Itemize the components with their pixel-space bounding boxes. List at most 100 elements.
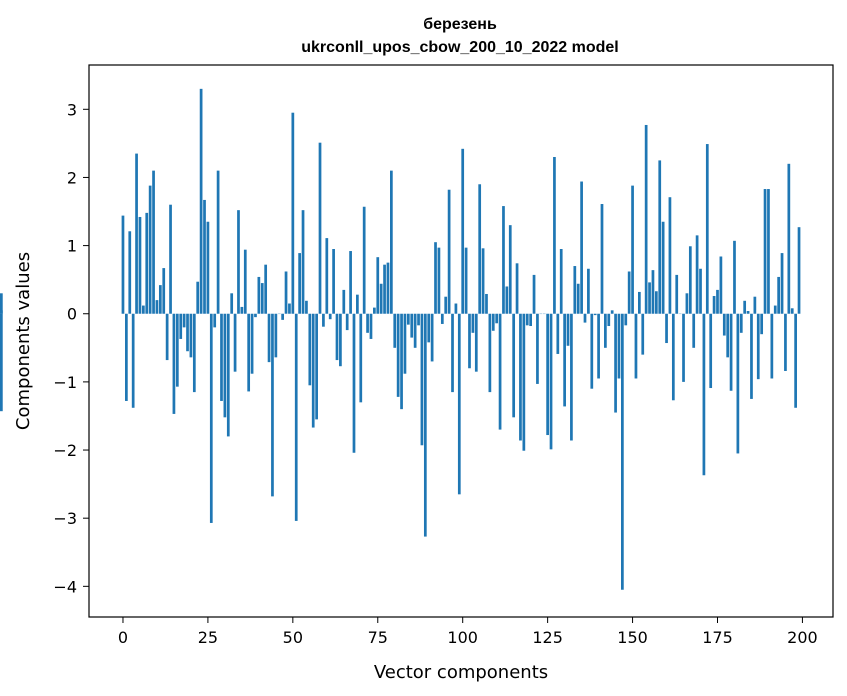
bar bbox=[318, 142, 322, 314]
bar bbox=[468, 313, 471, 369]
bar bbox=[199, 88, 203, 314]
bar bbox=[587, 268, 590, 314]
bar bbox=[386, 262, 390, 314]
bar bbox=[787, 163, 791, 314]
bar bbox=[250, 313, 254, 374]
bar bbox=[162, 268, 166, 314]
bar bbox=[257, 276, 261, 314]
bar bbox=[461, 148, 465, 314]
bar bbox=[131, 313, 135, 408]
bar bbox=[267, 313, 271, 363]
bar bbox=[525, 313, 529, 326]
bar bbox=[284, 271, 288, 314]
bar bbox=[692, 313, 696, 348]
bar bbox=[729, 313, 733, 391]
bar bbox=[393, 313, 397, 348]
bar bbox=[722, 313, 726, 336]
bar bbox=[610, 310, 614, 314]
y-tick-label: −1 bbox=[53, 373, 77, 392]
bar bbox=[576, 283, 580, 314]
bar bbox=[512, 313, 516, 418]
bar bbox=[794, 313, 797, 408]
bar bbox=[682, 313, 685, 382]
bars-layer bbox=[0, 88, 801, 590]
bar bbox=[264, 264, 268, 314]
bar bbox=[213, 313, 217, 328]
bar bbox=[583, 313, 587, 323]
bar bbox=[566, 313, 570, 346]
bar bbox=[206, 221, 210, 314]
bar bbox=[369, 313, 373, 339]
bar bbox=[638, 291, 641, 314]
bar bbox=[383, 264, 386, 314]
bar bbox=[203, 199, 206, 314]
bar bbox=[311, 313, 315, 428]
bar bbox=[570, 313, 573, 441]
bar bbox=[298, 253, 301, 314]
bar bbox=[186, 313, 189, 352]
bar bbox=[790, 308, 794, 314]
bar bbox=[451, 313, 454, 393]
bar bbox=[770, 313, 774, 379]
bar bbox=[641, 313, 645, 355]
y-tick-label: 0 bbox=[67, 305, 77, 324]
bar bbox=[406, 313, 410, 325]
bar bbox=[172, 313, 176, 414]
bar bbox=[658, 160, 662, 314]
bar bbox=[675, 274, 679, 314]
y-tick-label: −2 bbox=[53, 441, 77, 460]
bar bbox=[165, 313, 169, 361]
bar bbox=[152, 170, 155, 314]
bar bbox=[0, 313, 3, 412]
bar bbox=[488, 313, 492, 393]
bar bbox=[196, 281, 200, 314]
bar bbox=[349, 251, 352, 314]
bar bbox=[502, 206, 505, 314]
bar bbox=[726, 313, 730, 358]
bar bbox=[328, 313, 332, 320]
bar bbox=[427, 313, 431, 343]
bar bbox=[305, 300, 308, 314]
bar bbox=[315, 313, 318, 420]
bar bbox=[485, 293, 488, 314]
bar bbox=[457, 313, 461, 495]
bar bbox=[536, 313, 539, 384]
bar bbox=[519, 313, 522, 441]
bar bbox=[135, 153, 138, 314]
bar bbox=[763, 189, 767, 314]
bar bbox=[522, 313, 526, 451]
bar bbox=[478, 184, 482, 314]
bar bbox=[634, 313, 638, 379]
bar bbox=[142, 305, 145, 314]
bar bbox=[352, 313, 356, 453]
bar bbox=[780, 253, 784, 314]
bar bbox=[746, 311, 750, 314]
bar bbox=[604, 313, 607, 348]
bar bbox=[736, 313, 740, 454]
bar bbox=[767, 189, 770, 314]
bar bbox=[699, 268, 702, 314]
bar bbox=[491, 313, 495, 331]
bar bbox=[627, 271, 631, 314]
bar bbox=[695, 235, 699, 314]
bar bbox=[580, 181, 583, 314]
bar bbox=[192, 313, 196, 393]
bar bbox=[413, 313, 417, 348]
bar bbox=[366, 313, 369, 333]
bar bbox=[362, 206, 366, 314]
bar bbox=[716, 289, 719, 314]
bar bbox=[254, 313, 257, 318]
chart-title: березень bbox=[423, 16, 497, 33]
bar bbox=[179, 313, 183, 339]
bar bbox=[495, 313, 499, 324]
bar bbox=[243, 249, 247, 314]
bar bbox=[471, 313, 475, 333]
bar bbox=[169, 204, 172, 314]
bar bbox=[739, 313, 743, 333]
bar bbox=[339, 313, 342, 367]
x-tick-label: 0 bbox=[118, 628, 128, 647]
bar bbox=[274, 313, 278, 358]
bar bbox=[301, 210, 305, 314]
bar bbox=[654, 291, 658, 314]
bar bbox=[240, 306, 244, 314]
